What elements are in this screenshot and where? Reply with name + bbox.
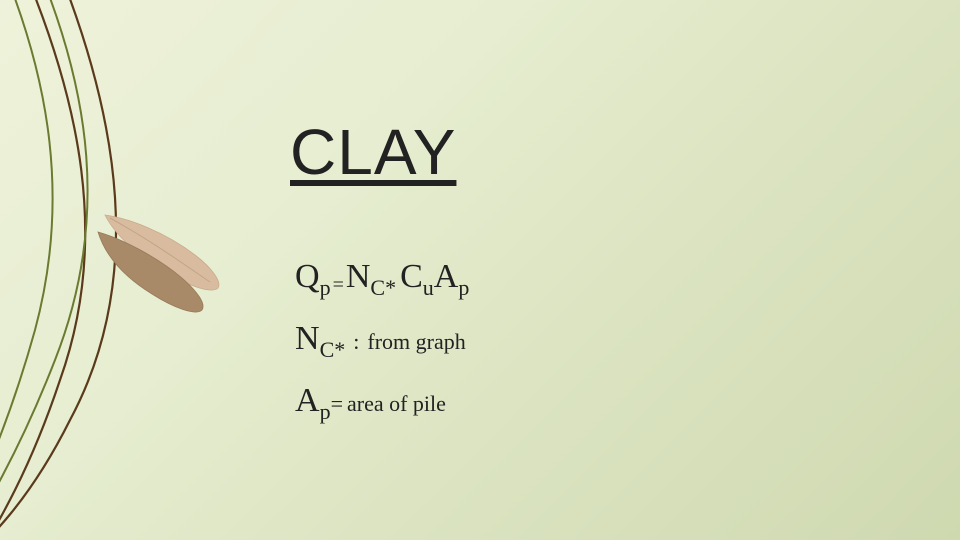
sym-N2: N: [295, 320, 320, 357]
sym-A: A: [434, 258, 459, 295]
equation-qp: Qp=NC* CuAp: [295, 258, 469, 297]
sym-C: C: [400, 258, 423, 295]
slide-background: [0, 0, 960, 540]
sub-u: u: [423, 275, 434, 300]
text-area-of-pile: area of pile: [347, 391, 446, 416]
sym-equals: =: [333, 274, 344, 296]
eq2: =: [331, 391, 343, 416]
definition-ap: Ap= area of pile: [295, 382, 446, 421]
definition-nc: NC* : from graph: [295, 320, 466, 359]
colon: :: [353, 329, 359, 354]
sub-p3: p: [320, 399, 331, 424]
slide-title: CLAY: [290, 115, 456, 189]
sub-Cstar2: C*: [320, 337, 346, 362]
sym-Q: Q: [295, 258, 320, 295]
sub-p2: p: [458, 275, 469, 300]
sym-N: N: [346, 258, 371, 295]
sub-Cstar: C*: [370, 275, 396, 300]
sub-p: p: [320, 275, 331, 300]
sym-A2: A: [295, 382, 320, 419]
text-from-graph: from graph: [367, 329, 465, 354]
